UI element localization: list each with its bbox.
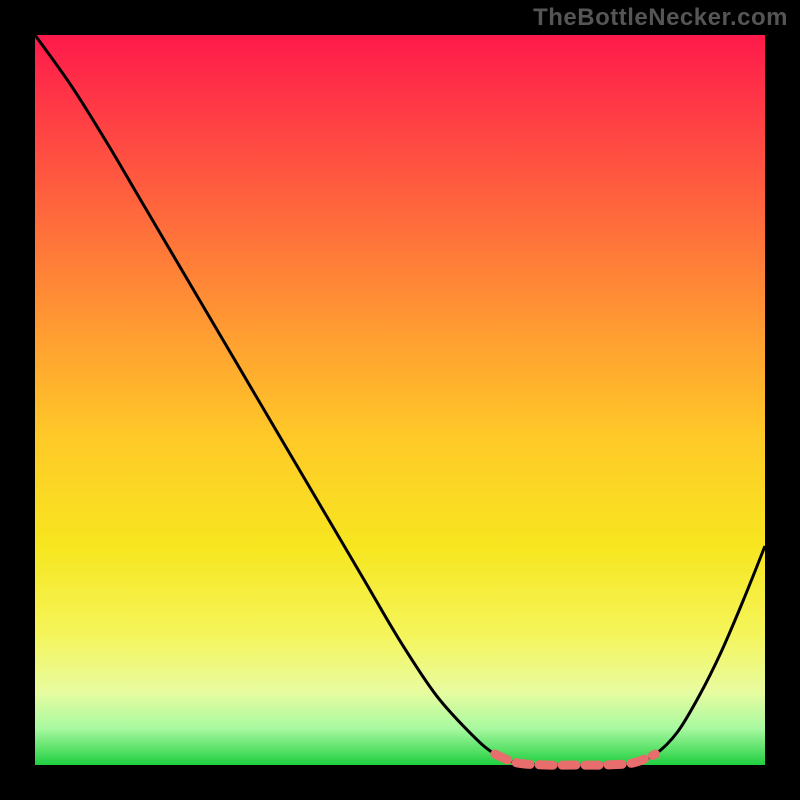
plot-background <box>35 35 765 765</box>
watermark-text: TheBottleNecker.com <box>533 4 788 32</box>
chart-container: TheBottleNecker.com <box>0 0 800 800</box>
bottleneck-chart <box>0 0 800 800</box>
